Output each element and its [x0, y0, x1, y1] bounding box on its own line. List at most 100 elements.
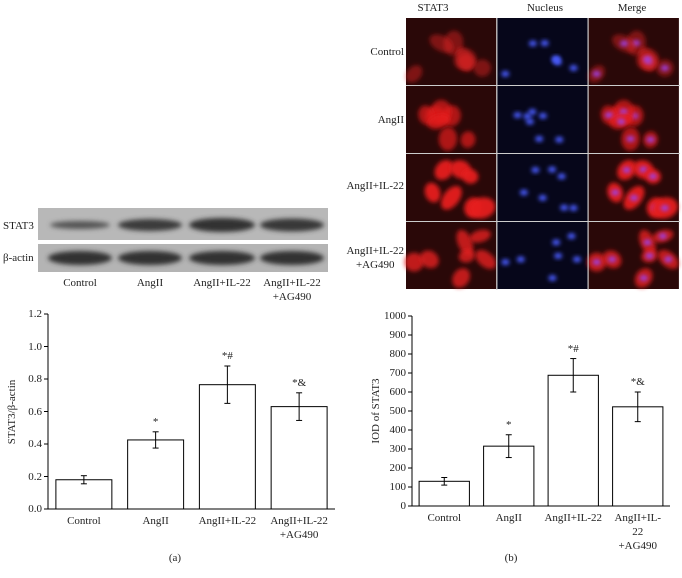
- y-tick-label: 200: [389, 462, 407, 474]
- stained-cell: [473, 59, 491, 77]
- nucleus: [535, 135, 544, 142]
- micrograph-content: [519, 166, 578, 211]
- x-tick-label: AngII: [142, 515, 169, 527]
- nucleus: [555, 136, 564, 143]
- micrograph-content: [501, 233, 581, 281]
- nucleus: [519, 189, 528, 196]
- annotation: *#: [221, 350, 233, 362]
- nucleus: [552, 56, 561, 63]
- micrograph-column-label: Merge: [617, 2, 647, 14]
- nucleus: [501, 70, 510, 77]
- bar: [612, 406, 664, 507]
- stained-cell: [462, 169, 479, 184]
- bar: [270, 406, 328, 510]
- stained-cell: [458, 249, 475, 263]
- nucleus: [554, 252, 563, 259]
- stained-cell: [405, 65, 423, 83]
- nucleus: [592, 259, 601, 266]
- micrograph-content: [513, 108, 564, 143]
- nucleus: [626, 135, 635, 142]
- y-tick-label: 0.4: [28, 438, 42, 450]
- stained-cell: [475, 249, 497, 269]
- stained-cell: [460, 131, 476, 148]
- micrograph-content: [424, 159, 496, 219]
- y-tick-label: 1000: [384, 310, 406, 322]
- stained-cell: [434, 159, 454, 181]
- nucleus: [501, 259, 510, 266]
- y-tick-label: 700: [389, 367, 407, 379]
- blot-bands: [48, 218, 324, 265]
- micrograph-content: [405, 30, 491, 83]
- y-tick-label: 0.6: [28, 405, 42, 418]
- y-axis-label: IOD of STAT3: [370, 378, 382, 444]
- stained-cell: [424, 182, 441, 203]
- panel-label: (b): [504, 552, 518, 564]
- nucleus: [639, 274, 648, 281]
- x-tick-label: AngII+IL-22 +AG490: [270, 515, 328, 541]
- nucleus: [629, 194, 638, 201]
- nucleus: [617, 118, 626, 125]
- stained-cell: [438, 127, 458, 151]
- micrograph-cell: [497, 222, 588, 289]
- micrograph-content: [418, 99, 476, 151]
- micrograph-content: [600, 99, 658, 151]
- panel-label: (a): [168, 552, 182, 564]
- nucleus: [620, 40, 629, 47]
- nucleus: [645, 252, 654, 259]
- nucleus: [557, 173, 566, 180]
- blot-row-label: β-actin: [3, 252, 34, 264]
- nucleus: [660, 204, 669, 211]
- micrograph-row-label: AngII: [377, 114, 404, 126]
- blot-lane-label: AngII+IL-22 +AG490: [263, 277, 321, 303]
- y-tick-label: 300: [389, 443, 407, 455]
- nucleus: [516, 256, 525, 263]
- y-tick-label: 0: [400, 500, 407, 512]
- nucleus: [538, 194, 547, 201]
- y-tick-label: 500: [389, 405, 407, 417]
- stained-cell: [469, 197, 496, 219]
- x-tick-label: Control: [67, 515, 101, 527]
- nucleus: [664, 256, 673, 263]
- blot-row-label: STAT3: [3, 220, 34, 232]
- nucleus: [560, 204, 569, 211]
- nucleus: [639, 166, 648, 173]
- micrograph-row-label: AngII+IL-22: [346, 180, 404, 192]
- micrograph: [404, 18, 680, 290]
- micrograph-cell: [497, 86, 588, 153]
- annotation: *#: [567, 342, 579, 355]
- nucleus: [548, 274, 557, 281]
- annotation: *: [506, 418, 512, 431]
- stained-cell: [469, 229, 491, 243]
- nucleus: [525, 118, 534, 125]
- annotation: *: [152, 415, 159, 428]
- micrograph-content: [501, 40, 578, 77]
- blot-lane-label: Control: [63, 277, 97, 289]
- micrograph-column-label: Nucleus: [526, 2, 564, 14]
- nucleus: [528, 40, 537, 47]
- bar: [547, 374, 599, 507]
- blot-lane-label: AngII+IL-22: [193, 277, 251, 289]
- micrograph-column-label: STAT3: [417, 2, 449, 14]
- nucleus: [528, 108, 537, 115]
- stained-cell: [427, 113, 450, 130]
- y-tick-label: 1.0: [28, 340, 42, 353]
- y-tick-label: 100: [389, 481, 407, 493]
- nucleus: [622, 166, 631, 173]
- y-tick-label: 900: [389, 329, 407, 341]
- nucleus: [540, 40, 549, 47]
- stained-cell: [420, 250, 439, 269]
- x-tick-label: AngII+IL-22: [544, 512, 603, 524]
- stained-cell: [456, 229, 474, 255]
- y-tick-label: 0.8: [28, 373, 42, 385]
- y-tick-label: 400: [389, 424, 407, 436]
- nucleus: [646, 136, 655, 143]
- stained-cell: [440, 185, 462, 210]
- y-axis-label: STAT3/β-actin: [6, 379, 18, 444]
- nucleus: [552, 239, 561, 246]
- nucleus: [523, 113, 532, 120]
- x-tick-label: Control: [427, 512, 462, 524]
- micrograph-cell: [497, 18, 588, 85]
- stained-cell: [429, 34, 454, 53]
